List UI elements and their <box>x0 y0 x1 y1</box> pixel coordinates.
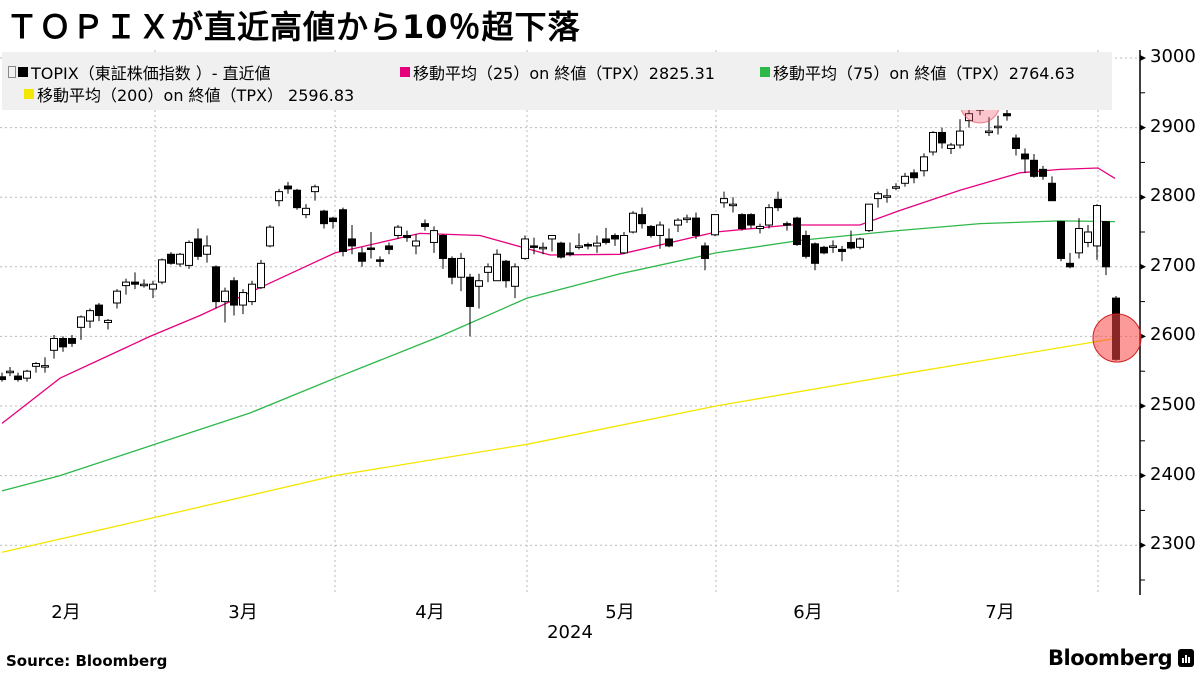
y-tick-2300: 2300 <box>1150 533 1196 555</box>
legend-swatch-ma200 <box>24 89 34 99</box>
candlesticks <box>0 103 1120 382</box>
source-note: Source: Bloomberg <box>6 652 168 670</box>
y-tick-2900: 2900 <box>1150 115 1196 137</box>
x-tick-may: 5月 <box>605 602 635 623</box>
legend: TOPIX（東証株価指数 ）- 直近値 移動平均（25）on 終値（TPX）28… <box>2 52 1112 110</box>
y-tick-2500: 2500 <box>1150 394 1196 415</box>
y-tick-2800: 2800 <box>1150 185 1196 207</box>
x-axis-year: 2024 <box>547 622 593 643</box>
y-tick-3000: 3000 <box>1150 46 1196 67</box>
x-tick-apr: 4月 <box>415 602 445 623</box>
y-tick-2700: 2700 <box>1150 254 1196 276</box>
x-tick-jul: 7月 <box>985 602 1015 623</box>
y-tick-2600: 2600 <box>1150 324 1196 346</box>
legend-item-ma25: 移動平均（25）on 終値（TPX）2825.31 <box>400 60 715 84</box>
highlight-circles <box>959 82 1142 363</box>
bloomberg-logo: Bloomberg <box>1048 646 1195 670</box>
logo-text: Bloomberg <box>1048 646 1173 670</box>
legend-item-ma200: 移動平均（200）on 終値（TPX） 2596.83 <box>24 82 354 106</box>
legend-swatch-topix <box>18 67 28 77</box>
x-tick-feb: 2月 <box>51 602 81 623</box>
y-tick-2400: 2400 <box>1150 463 1196 485</box>
moving-average-lines <box>1 167 1116 553</box>
chart-title: ＴＯＰＩＸが直近高値から10％超下落 <box>6 8 581 46</box>
legend-item-ma75: 移動平均（75）on 終値（TPX）2764.63 <box>760 60 1075 84</box>
legend-label-topix: TOPIX（東証株価指数 ）- 直近値 <box>31 64 271 83</box>
legend-swatch-ma25 <box>400 67 410 77</box>
x-tick-jun: 6月 <box>793 602 823 623</box>
bloomberg-mark-icon <box>1178 649 1195 667</box>
legend-grip-icon <box>8 66 16 78</box>
y-axis <box>1139 50 1146 595</box>
legend-label-ma200: 移動平均（200）on 終値（TPX） 2596.83 <box>37 86 355 105</box>
legend-label-ma75: 移動平均（75）on 終値（TPX）2764.63 <box>773 64 1075 83</box>
legend-item-topix: TOPIX（東証株価指数 ）- 直近値 <box>8 60 271 84</box>
legend-label-ma25: 移動平均（25）on 終値（TPX）2825.31 <box>413 64 715 83</box>
legend-swatch-ma75 <box>760 67 770 77</box>
x-tick-mar: 3月 <box>228 602 258 623</box>
